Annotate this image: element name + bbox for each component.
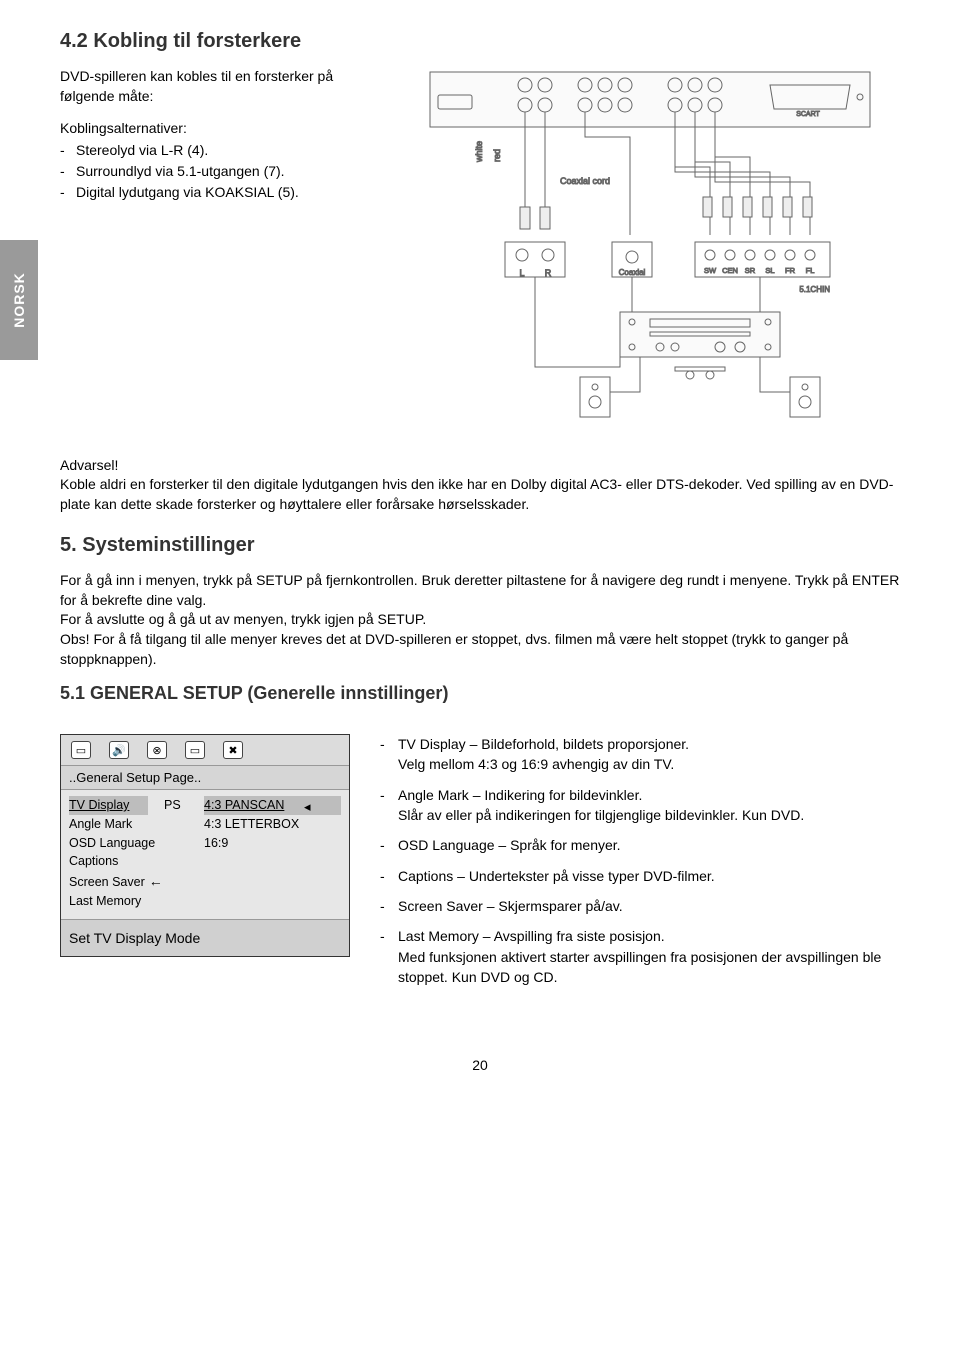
svg-text:L: L bbox=[519, 268, 524, 278]
intro-text: DVD-spilleren kan kobles til en forsterk… bbox=[60, 67, 380, 106]
desc-item: -Screen Saver – Skjermsparer på/av. bbox=[380, 896, 900, 916]
menu-item: Angle Mark bbox=[69, 815, 148, 834]
svg-text:Coaxial: Coaxial bbox=[619, 268, 646, 277]
desc-item: -Angle Mark – Indikering for bildevinkle… bbox=[380, 785, 900, 826]
connection-diagram: SCART white red L R Coaxial cord bbox=[410, 67, 900, 427]
desc-item: -Last Memory – Avspilling fra siste posi… bbox=[380, 926, 900, 987]
option-item: -Stereolyd via L-R (4). bbox=[60, 140, 380, 161]
option-item: -Surroundlyd via 5.1-utgangen (7). bbox=[60, 161, 380, 182]
top-row: DVD-spilleren kan kobles til en forsterk… bbox=[60, 67, 900, 427]
svg-text:SW: SW bbox=[704, 266, 717, 275]
menu-title: ..General Setup Page.. bbox=[61, 766, 349, 790]
svg-text:FR: FR bbox=[785, 266, 796, 275]
svg-text:SCART: SCART bbox=[796, 111, 820, 118]
menu-col-labels: TV Display Angle Mark OSD Language Capti… bbox=[61, 794, 156, 913]
svg-text:red: red bbox=[492, 149, 502, 162]
svg-text:SR: SR bbox=[745, 266, 756, 275]
dolby-icon: ⊗ bbox=[147, 741, 167, 759]
menu-value: PS bbox=[164, 796, 188, 815]
desc-item: -OSD Language – Språk for menyer. bbox=[380, 835, 900, 855]
desc-item: -Captions – Undertekster på visse typer … bbox=[380, 866, 900, 886]
language-tab-label: NORSK bbox=[11, 272, 27, 328]
menu-tab-icons: ▭ 🔊 ⊗ ▭ ✖ bbox=[61, 735, 349, 766]
warning-title: Advarsel! bbox=[60, 457, 900, 473]
svg-text:SL: SL bbox=[765, 266, 774, 275]
menu-option: 16:9 bbox=[204, 834, 341, 853]
menu-col-options: 4:3 PANSCAN◂ 4:3 LETTERBOX 16:9 bbox=[196, 794, 349, 913]
menu-body: TV Display Angle Mark OSD Language Capti… bbox=[61, 790, 349, 919]
menu-option: 4:3 PANSCAN◂ bbox=[204, 796, 341, 815]
svg-text:Coaxial cord: Coaxial cord bbox=[560, 176, 610, 186]
section-5-body: For å gå inn i menyen, trykk på SETUP på… bbox=[60, 571, 900, 669]
warning-block: Advarsel! Koble aldri en forsterker til … bbox=[60, 457, 900, 514]
svg-text:CEN: CEN bbox=[722, 266, 738, 275]
menu-col-value: PS bbox=[156, 794, 196, 913]
menu-option: 4:3 LETTERBOX bbox=[204, 815, 341, 834]
svg-text:FL: FL bbox=[806, 266, 815, 275]
menu-item: TV Display bbox=[69, 796, 148, 815]
section-5-1-title: 5.1 GENERAL SETUP (Generelle innstilling… bbox=[60, 683, 900, 704]
svg-text:white: white bbox=[474, 141, 484, 163]
video-icon: ▭ bbox=[185, 741, 205, 759]
option-list: -Stereolyd via L-R (4). -Surroundlyd via… bbox=[60, 140, 380, 203]
option-item: -Digital lydutgang via KOAKSIAL (5). bbox=[60, 182, 380, 203]
section-4-2-title: 4.2 Kobling til forsterkere bbox=[60, 30, 900, 53]
setup-row: ▭ 🔊 ⊗ ▭ ✖ ..General Setup Page.. TV Disp… bbox=[60, 734, 900, 997]
language-tab: NORSK bbox=[0, 240, 38, 360]
options-subhead: Koblingsalternativer: bbox=[60, 120, 380, 136]
menu-footer: Set TV Display Mode bbox=[61, 919, 349, 956]
svg-text:5.1CHIN: 5.1CHIN bbox=[799, 285, 830, 294]
setup-menu-screenshot: ▭ 🔊 ⊗ ▭ ✖ ..General Setup Page.. TV Disp… bbox=[60, 734, 350, 957]
section-5-title: 5. Systeminstillinger bbox=[60, 534, 900, 557]
svg-text:R: R bbox=[545, 268, 552, 278]
menu-item: OSD Language bbox=[69, 834, 148, 853]
menu-item: Last Memory bbox=[69, 892, 148, 911]
warning-text: Koble aldri en forsterker til den digita… bbox=[60, 475, 900, 514]
speaker-icon: 🔊 bbox=[109, 741, 129, 759]
tv-icon: ▭ bbox=[71, 741, 91, 759]
menu-item: Captions bbox=[69, 852, 148, 871]
section-4-2-text: DVD-spilleren kan kobles til en forsterk… bbox=[60, 67, 380, 203]
pref-icon: ✖ bbox=[223, 741, 243, 759]
desc-item: -TV Display – Bildeforhold, bildets prop… bbox=[380, 734, 900, 775]
setup-descriptions: -TV Display – Bildeforhold, bildets prop… bbox=[380, 734, 900, 997]
page-number: 20 bbox=[60, 1057, 900, 1073]
menu-item: Screen Saver← bbox=[69, 871, 148, 892]
